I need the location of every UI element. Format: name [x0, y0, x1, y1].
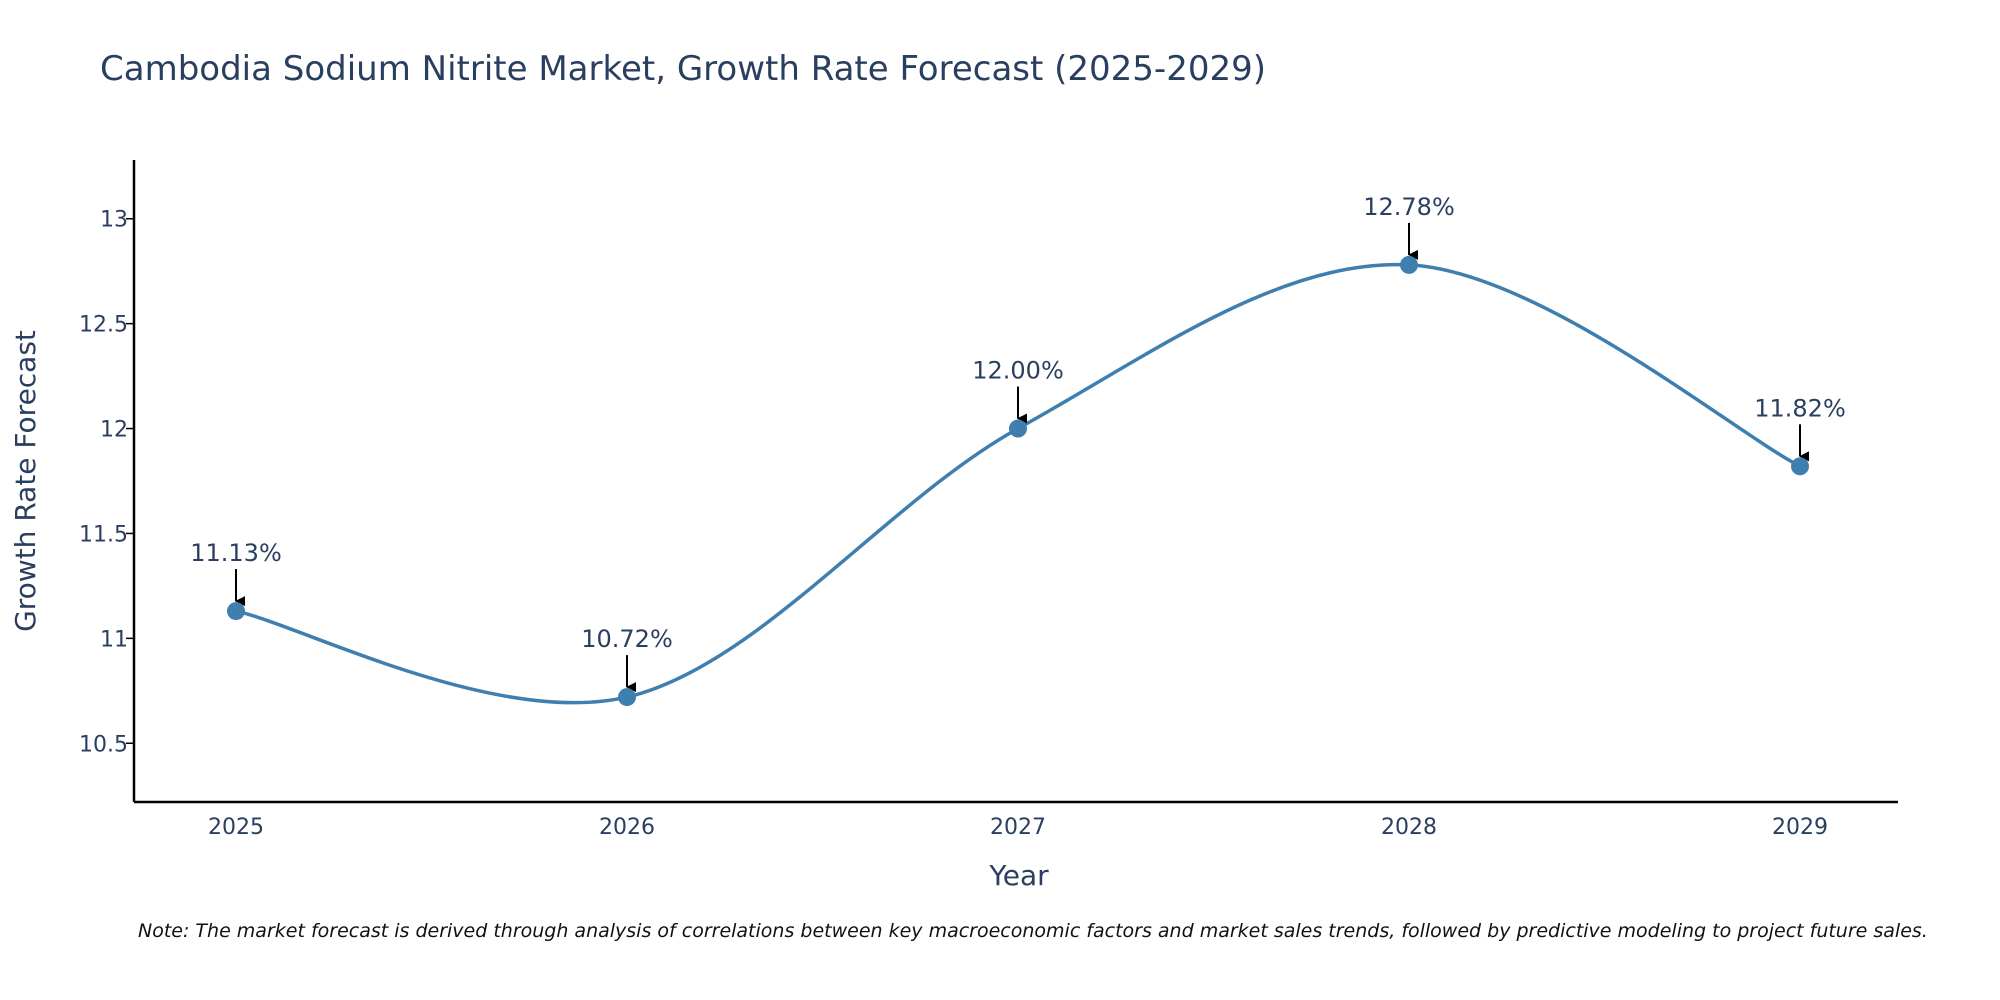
- x-axis-title: Year: [988, 859, 1049, 892]
- data-label-annotations: 11.13% 10.72% 12.00% 12.78% 11.82%: [190, 193, 1846, 693]
- data-point: [1009, 419, 1027, 438]
- y-tick-label: 13: [100, 208, 128, 233]
- data-label: 10.72%: [581, 625, 673, 653]
- y-tick-label: 10.5: [79, 732, 128, 757]
- x-tick-label: 2026: [599, 815, 655, 840]
- footnote: Note: The market forecast is derived thr…: [138, 920, 1928, 942]
- data-point: [618, 688, 636, 707]
- data-label: 12.00%: [972, 357, 1064, 385]
- y-axis-title: Growth Rate Forecast: [9, 330, 42, 632]
- y-tick-label: 11: [100, 627, 128, 652]
- x-tick-label: 2028: [1381, 815, 1437, 840]
- data-label: 11.82%: [1754, 394, 1846, 422]
- x-tick-label: 2025: [208, 815, 264, 840]
- data-point: [1791, 457, 1809, 476]
- series-line: [235, 262, 1801, 705]
- data-point: [227, 602, 245, 621]
- data-point-markers: [227, 255, 1809, 707]
- data-label: 11.13%: [190, 539, 282, 567]
- data-label: 12.78%: [1363, 193, 1455, 221]
- chart-title: Cambodia Sodium Nitrite Market, Growth R…: [100, 49, 1266, 89]
- x-tick-label: 2027: [990, 815, 1046, 840]
- y-tick-label: 12.5: [79, 313, 128, 338]
- y-tick-label: 11.5: [79, 522, 128, 547]
- x-axis-ticks: 2025 2026 2027 2028 2029: [208, 815, 1828, 840]
- data-point: [1400, 255, 1418, 274]
- y-axis-ticks: 10.5 11 11.5 12 12.5 13: [79, 208, 134, 757]
- y-tick-label: 12: [100, 418, 128, 443]
- x-tick-label: 2029: [1772, 815, 1828, 840]
